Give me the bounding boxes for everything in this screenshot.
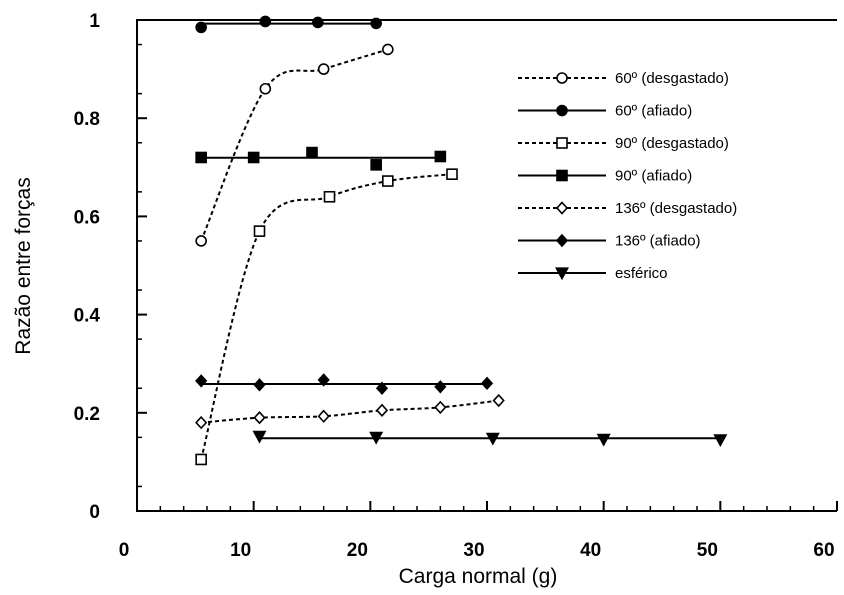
y-tick-label: 0 (89, 502, 100, 523)
data-point (317, 63, 330, 75)
data-point (375, 381, 389, 395)
data-point (259, 82, 272, 95)
y-tick-label: 0.2 (74, 404, 100, 425)
series-3 (195, 146, 447, 171)
legend-item: 90º (desgastado) (518, 135, 729, 152)
series-line (201, 399, 499, 424)
legend-item: 60º (afiado) (518, 103, 692, 120)
data-point (195, 235, 207, 247)
legend-label: 136º (afiado) (615, 233, 701, 250)
data-point (434, 150, 447, 163)
series-line (200, 173, 453, 460)
axes: Razão entre forças Carga normal (g) 0 10 2… (12, 11, 838, 588)
x-tick-label: 20 (347, 540, 368, 561)
y-tick-label: 1 (89, 11, 100, 32)
data-point (713, 434, 728, 448)
data-point (369, 431, 384, 445)
data-point (247, 151, 260, 164)
legend-marker (556, 169, 568, 182)
data-point (259, 15, 272, 28)
legend-label: 60º (desgastado) (615, 70, 729, 87)
series-layer (195, 15, 728, 466)
data-point (434, 400, 447, 415)
data-point (434, 380, 447, 394)
legend-item: 136º (desgastado) (518, 200, 737, 217)
data-point (253, 411, 266, 425)
legend-marker (554, 267, 570, 281)
data-point (195, 21, 207, 34)
data-point (323, 190, 336, 203)
data-point (306, 146, 318, 159)
series-0 (195, 43, 394, 247)
data-point (480, 376, 494, 391)
x-tick-label: 10 (230, 540, 251, 561)
legend-marker (556, 104, 568, 117)
data-point (253, 225, 266, 237)
data-point (382, 43, 394, 56)
data-point (195, 374, 208, 388)
series-6 (252, 430, 728, 448)
data-point (446, 168, 458, 180)
legend-item: 136º (afiado) (518, 233, 701, 250)
data-point (596, 433, 611, 447)
legend-marker (555, 201, 569, 215)
series-line (200, 48, 389, 242)
legend: 60º (desgastado) 60º (afiado) 90º (desgast… (518, 70, 737, 282)
y-tick-label: 0.6 (74, 207, 100, 228)
x-tick-label: 0 (119, 540, 130, 561)
legend-item: esférico (518, 265, 668, 282)
data-point (370, 17, 382, 30)
y-tick-label: 0.8 (74, 109, 100, 130)
legend-label: 136º (desgastado) (615, 200, 737, 217)
x-tick-label: 60 (813, 540, 834, 561)
data-point (195, 151, 207, 164)
data-point (317, 373, 330, 387)
series-1 (195, 15, 382, 34)
legend-marker (555, 233, 569, 248)
legend-marker (556, 137, 568, 149)
series-5 (195, 373, 494, 395)
y-axis-title: Razão entre forças (12, 177, 35, 354)
data-point (253, 378, 266, 392)
data-point (370, 159, 382, 171)
legend-item: 90º (afiado) (518, 168, 692, 185)
series-2 (195, 168, 458, 466)
data-point (375, 403, 389, 418)
x-tick-label: 40 (580, 540, 601, 561)
data-point (382, 175, 394, 187)
x-tick-label: 30 (463, 540, 484, 561)
data-point (252, 430, 267, 444)
legend-label: 90º (afiado) (615, 168, 692, 185)
x-tick-label: 50 (697, 540, 718, 561)
data-point (195, 415, 208, 430)
data-point (317, 409, 330, 423)
data-point (492, 393, 505, 408)
legend-item: 60º (desgastado) (518, 70, 729, 87)
series-4 (195, 393, 505, 430)
legend-label: esférico (615, 265, 668, 282)
data-point (195, 453, 207, 466)
legend-marker (556, 72, 568, 84)
legend-label: 60º (afiado) (615, 103, 692, 120)
data-point (485, 432, 500, 446)
x-axis-title: Carga normal (g) (399, 565, 558, 588)
legend-label: 90º (desgastado) (615, 135, 729, 152)
data-point (312, 16, 324, 29)
y-tick-label: 0.4 (74, 306, 101, 327)
